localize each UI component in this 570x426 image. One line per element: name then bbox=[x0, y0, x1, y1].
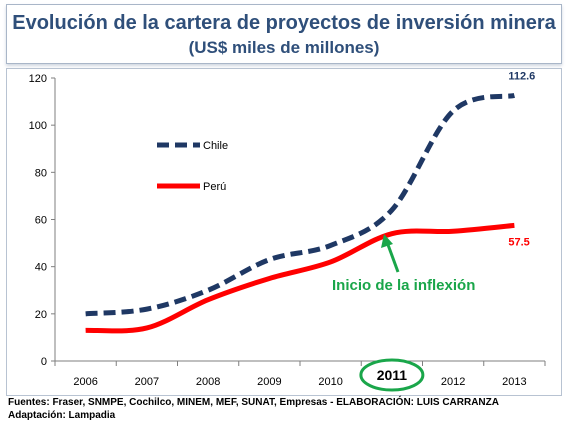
y-tick-label: 80 bbox=[35, 167, 47, 179]
x-tick-label: 2006 bbox=[73, 376, 97, 388]
x-tick-label: 2008 bbox=[196, 376, 220, 388]
x-tick-label: 2009 bbox=[257, 376, 281, 388]
x-axis-ticks: 2006 2007 2008 2009 2010 2011 2012 2013 bbox=[54, 358, 546, 392]
title-box: Evolución de la cartera de proyectos de … bbox=[6, 4, 562, 64]
inflection-arrow-shaft bbox=[385, 241, 400, 273]
y-tick-label: 120 bbox=[29, 73, 47, 85]
source-line: Fuentes: Fraser, SNMPE, Cochilco, MINEM,… bbox=[8, 397, 499, 408]
chart-subtitle: (US$ miles de millones) bbox=[188, 38, 380, 57]
y-tick-label: 40 bbox=[35, 262, 47, 274]
series-line-peru bbox=[85, 222, 515, 334]
end-label-chile: 112.6 bbox=[508, 70, 535, 82]
series-line-chile bbox=[85, 92, 515, 317]
x-tick-label: 2013 bbox=[502, 376, 526, 388]
y-tick-label: 60 bbox=[35, 215, 47, 227]
y-tick-label: 100 bbox=[29, 120, 47, 132]
chart-legend: Chile Perú bbox=[157, 140, 228, 193]
chart-title: Evolución de la cartera de proyectos de … bbox=[12, 12, 556, 34]
x-tick-label: 2010 bbox=[318, 376, 342, 388]
adaptation-line: Adaptación: Lampadia bbox=[8, 410, 116, 421]
chart-annotations: 112.6 57.5 Inicio de la inflexión bbox=[332, 70, 535, 294]
source-footer: Fuentes: Fraser, SNMPE, Cochilco, MINEM,… bbox=[8, 396, 564, 422]
inflection-arrow-head bbox=[381, 234, 393, 248]
inflection-annotation: Inicio de la inflexión bbox=[332, 277, 475, 294]
chart-axes bbox=[54, 78, 545, 362]
y-axis-ticks: 0 20 40 60 80 100 120 bbox=[29, 73, 55, 368]
x-tick-label-highlight: 2011 bbox=[377, 367, 408, 383]
legend-label-peru: Perú bbox=[203, 181, 226, 193]
highlight-circle bbox=[359, 358, 425, 392]
x-tick-label: 2007 bbox=[135, 376, 159, 388]
x-tick-label: 2012 bbox=[441, 376, 465, 388]
legend-label-chile: Chile bbox=[203, 140, 228, 152]
chart-series bbox=[85, 92, 515, 334]
y-tick-label: 0 bbox=[41, 356, 47, 368]
end-label-peru: 57.5 bbox=[508, 236, 529, 248]
y-tick-label: 20 bbox=[35, 309, 47, 321]
